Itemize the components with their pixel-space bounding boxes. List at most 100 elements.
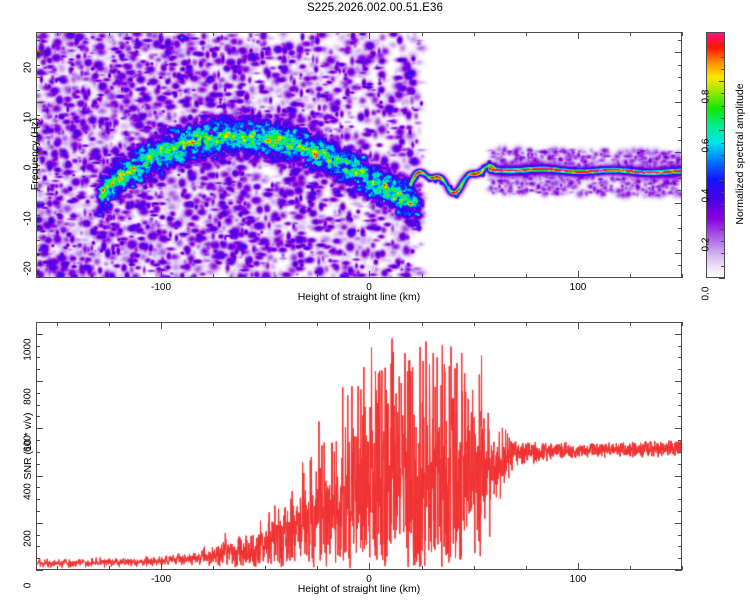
snr-x-tick-major: [369, 563, 370, 570]
spectrogram-x-tick-major-top: [369, 32, 370, 39]
spectrogram-x-tick-major-top: [161, 32, 162, 39]
spectrogram-y-tick-minor-right: [678, 265, 682, 266]
spectrogram-y-tick-minor-right: [678, 190, 682, 191]
spectrogram-y-ticklabel: 20: [22, 61, 34, 74]
spectrogram-y-tick-minor-right: [678, 90, 682, 91]
spectrogram-y-tick-minor: [36, 215, 40, 216]
snr-y-tick-minor-right: [678, 357, 682, 358]
spectrogram-x-tick-major: [369, 271, 370, 278]
spectrogram-y-tick-major: [36, 203, 43, 204]
snr-x-tick-minor: [422, 566, 423, 570]
snr-y-tick-minor: [36, 346, 40, 347]
snr-x-tick-major: [161, 563, 162, 570]
spectrogram-x-tick-minor: [109, 274, 110, 278]
snr-y-tick-minor-right: [678, 369, 682, 370]
snr-y-tick-minor: [36, 393, 40, 394]
snr-y-tick-minor-right: [678, 346, 682, 347]
spectrogram-x-tick-minor: [265, 274, 266, 278]
spectrogram-x-tick-minor: [526, 274, 527, 278]
snr-y-tick-minor: [36, 452, 40, 453]
colorbar-tick-minor: [721, 57, 725, 58]
spectrogram-x-tick-minor-top: [109, 32, 110, 36]
spectrogram-y-tick-major: [36, 152, 43, 153]
snr-y-tick-minor: [36, 558, 40, 559]
spectrogram-y-tick-minor: [36, 228, 40, 229]
snr-y-tick-minor: [36, 499, 40, 500]
spectrogram-x-tick-major: [161, 271, 162, 278]
spectrogram-axes: [36, 32, 682, 278]
spectrogram-x-tick-minor-top: [265, 32, 266, 36]
colorbar-tick-minor: [721, 204, 725, 205]
snr-trace: [37, 323, 681, 569]
spectrogram-x-tick-minor-top: [578, 32, 579, 36]
colorbar-tick-minor: [721, 118, 725, 119]
snr-y-tick-major-right: [675, 428, 682, 429]
colorbar-ticklabel: 0.6: [700, 138, 712, 153]
spectrogram-y-tick-minor: [36, 90, 40, 91]
spectrogram-x-tick-minor-top: [57, 32, 58, 36]
snr-y-tick-major: [36, 334, 43, 335]
snr-x-tick-minor: [109, 566, 110, 570]
spectrogram-x-tick-minor-top: [317, 32, 318, 36]
spectrogram-y-tick-major-right: [675, 152, 682, 153]
snr-y-tick-minor-right: [678, 393, 682, 394]
colorbar-tick: [719, 229, 725, 230]
spectrogram-y-tick-minor-right: [678, 40, 682, 41]
spectrogram-y-tick-major-right: [675, 253, 682, 254]
spectrogram-x-tick-minor: [682, 274, 683, 278]
snr-y-tick-major: [36, 523, 43, 524]
snr-y-tick-major: [36, 381, 43, 382]
spectrogram-x-tick-minor: [57, 274, 58, 278]
snr-x-tick-minor-top: [422, 322, 423, 326]
spectrogram-x-tick-minor-top: [213, 32, 214, 36]
snr-y-tick-minor-right: [678, 487, 682, 488]
snr-y-tick-minor: [36, 416, 40, 417]
spectrogram-y-tick-minor-right: [678, 65, 682, 66]
spectrogram-y-tick-minor-right: [678, 165, 682, 166]
spectrogram-x-tick-minor: [213, 274, 214, 278]
spectrogram-y-tick-major: [36, 253, 43, 254]
colorbar-tick-minor: [721, 106, 725, 107]
snr-x-tick-minor: [682, 566, 683, 570]
spectrogram-y-tick-major: [36, 102, 43, 103]
snr-y-tick-major-right: [675, 334, 682, 335]
snr-x-tick-minor: [317, 566, 318, 570]
snr-y-tick-minor: [36, 405, 40, 406]
colorbar-gradient: [707, 33, 724, 277]
snr-y-tick-minor-right: [678, 546, 682, 547]
snr-x-tick-major-top: [161, 322, 162, 329]
snr-y-tick-minor-right: [678, 405, 682, 406]
colorbar-tick-minor: [721, 167, 725, 168]
snr-y-tick-major: [36, 428, 43, 429]
spectrogram-x-tick-minor-top: [422, 32, 423, 36]
colorbar-ticklabel: 0.0: [700, 286, 712, 301]
spectrogram-image: [37, 33, 681, 277]
snr-y-tick-major-right: [675, 523, 682, 524]
snr-y-tick-minor-right: [678, 440, 682, 441]
spectrogram-x-ticklabel: 100: [569, 282, 587, 293]
snr-y-tick-minor: [36, 369, 40, 370]
colorbar-tick: [719, 130, 725, 131]
snr-x-tick-minor-top: [57, 322, 58, 326]
spectrogram-y-tick-minor-right: [678, 228, 682, 229]
snr-x-tick-minor: [526, 566, 527, 570]
snr-x-tick-minor: [474, 566, 475, 570]
spectrogram-x-axis-label: Height of straight line (km): [297, 291, 421, 303]
snr-x-tick-minor-top: [578, 322, 579, 326]
spectrogram-y-tick-minor: [36, 77, 40, 78]
spectrogram-y-tick-major-right: [675, 52, 682, 53]
snr-x-ticklabel: 0: [366, 574, 372, 585]
snr-x-tick-minor: [630, 566, 631, 570]
spectrogram-y-tick-major-right: [675, 203, 682, 204]
snr-x-tick-minor-top: [682, 322, 683, 326]
spectrogram-y-tick-minor-right: [678, 115, 682, 116]
snr-y-tick-minor: [36, 464, 40, 465]
spectrogram-y-tick-minor-right: [678, 77, 682, 78]
spectrogram-y-tick-minor-right: [678, 215, 682, 216]
spectrogram-y-tick-minor: [36, 265, 40, 266]
snr-y-tick-minor-right: [678, 535, 682, 536]
spectrogram-x-tick-minor: [474, 274, 475, 278]
snr-y-tick-major-right: [675, 570, 682, 571]
colorbar-tick: [719, 180, 725, 181]
